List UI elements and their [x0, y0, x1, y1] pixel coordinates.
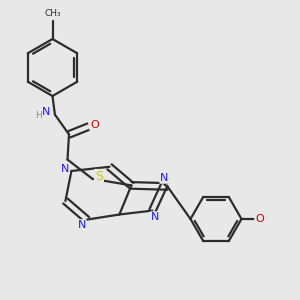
Text: O: O — [90, 120, 99, 130]
Text: N: N — [77, 220, 86, 230]
Text: N: N — [160, 173, 169, 183]
Text: S: S — [95, 170, 103, 183]
Text: N: N — [151, 212, 159, 222]
Text: H: H — [35, 111, 42, 120]
Text: N: N — [42, 106, 51, 117]
Text: N: N — [61, 164, 69, 174]
Text: CH₃: CH₃ — [44, 9, 61, 18]
Text: O: O — [255, 214, 264, 224]
